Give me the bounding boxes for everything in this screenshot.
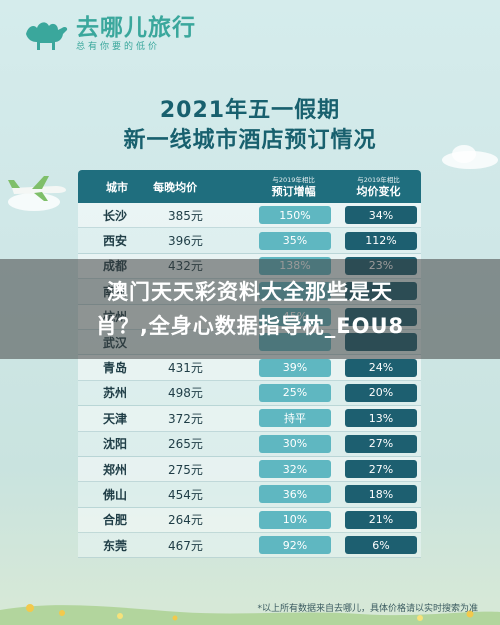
cell-price: 265元 — [168, 437, 203, 452]
cell-booking: 持平 — [259, 409, 331, 428]
cell-price: 275元 — [168, 462, 203, 477]
cell-price: 372元 — [168, 411, 203, 426]
cell-price: 454元 — [168, 487, 203, 502]
table-row: 合肥 264元 10% 21% — [78, 507, 421, 534]
overlay-banner: 澳门天天彩资料大全那些是天 肖？,全身心数据指导枕_EOU8 — [0, 259, 500, 359]
cell-price: 385元 — [168, 208, 203, 223]
cell-city: 长沙 — [103, 208, 128, 223]
cell-avg-change: 27% — [345, 460, 417, 479]
cloud-icon — [442, 145, 498, 169]
cell-city: 西安 — [103, 234, 128, 249]
table-row: 西安 396元 35% 112% — [78, 228, 421, 254]
cell-avg-change: 27% — [345, 434, 417, 453]
table-row: 苏州 498元 25% 20% — [78, 380, 421, 407]
cell-city: 合肥 — [103, 513, 128, 528]
page-title: 2021年五一假期 — [159, 98, 341, 123]
cell-price: 431元 — [168, 361, 203, 376]
table-row: 东莞 467元 92% 6% — [78, 533, 421, 559]
cell-avg-change: 6% — [345, 536, 417, 555]
cell-booking: 35% — [259, 231, 331, 250]
flowers-decoration — [0, 604, 500, 625]
cell-city: 东莞 — [103, 538, 128, 553]
cell-booking: 25% — [259, 383, 331, 402]
cell-price: 498元 — [168, 386, 203, 401]
cell-booking: 36% — [259, 485, 331, 504]
cell-city: 青岛 — [103, 361, 128, 376]
table-header: 城市 每晚均价 与2019年相比 预订增幅 与2019年相比 均价变化 — [78, 170, 421, 203]
table-body: 长沙385元150%34%西安396元35%112%成都432元138%23%南… — [78, 203, 421, 559]
table-row: 郑州 275元 32% 27% — [78, 456, 421, 483]
header-booking-label: 预订增幅 — [271, 184, 316, 198]
cell-booking: 39% — [259, 358, 331, 377]
header-avg-note: 与2019年相比 — [357, 175, 400, 184]
brand-logo: 去哪儿旅行 总有你要的低价 — [22, 14, 196, 54]
header-avg-change: 与2019年相比 均价变化 — [336, 176, 421, 198]
camel-icon — [26, 22, 68, 50]
cell-price: 467元 — [168, 538, 203, 553]
cell-avg-change: 21% — [345, 510, 417, 529]
airplane-icon — [8, 176, 66, 211]
banner-line-1: 澳门天天彩资料大全那些是天 — [107, 280, 393, 304]
cell-city: 沈阳 — [103, 437, 128, 452]
header-avg-change-label: 均价变化 — [356, 184, 401, 198]
cell-avg-change: 24% — [345, 358, 417, 377]
cell-price: 396元 — [168, 234, 203, 249]
table-row: 长沙 385元 150% 34% — [78, 203, 421, 229]
brand-name: 去哪儿旅行 — [76, 15, 196, 41]
cell-booking: 32% — [259, 460, 331, 479]
cell-price: 264元 — [168, 513, 203, 528]
header-booking: 与2019年相比 预订增幅 — [251, 176, 336, 198]
table-row: 沈阳 265元 30% 27% — [78, 431, 421, 457]
cell-avg-change: 13% — [345, 409, 417, 428]
cell-city: 郑州 — [103, 462, 128, 477]
header-avg-price: 每晚均价 — [153, 180, 198, 194]
table-row: 青岛 431元 39% 24% — [78, 355, 421, 381]
header-booking-note: 与2019年相比 — [272, 175, 315, 184]
hotel-booking-table: 城市 每晚均价 与2019年相比 预订增幅 与2019年相比 均价变化 长沙 38… — [78, 170, 421, 559]
cell-city: 佛山 — [103, 487, 128, 502]
header-city: 城市 — [106, 180, 128, 194]
cell-avg-change: 20% — [345, 383, 417, 402]
cell-city: 苏州 — [103, 386, 128, 401]
cell-booking: 30% — [259, 434, 331, 453]
page-subtitle: 新一线城市酒店预订情况 — [123, 128, 377, 153]
banner-line-2: 肖？,全身心数据指导枕_EOU8 — [95, 314, 405, 338]
cell-avg-change: 18% — [345, 485, 417, 504]
table-row: 佛山 454元 36% 18% — [78, 482, 421, 508]
cell-avg-change: 112% — [345, 231, 417, 250]
cell-avg-change: 34% — [345, 206, 417, 225]
cell-booking: 150% — [259, 206, 331, 225]
cell-booking: 10% — [259, 510, 331, 529]
cell-city: 天津 — [103, 411, 128, 426]
table-row: 天津 372元 持平 13% — [78, 406, 421, 432]
cell-booking: 92% — [259, 536, 331, 555]
brand-slogan: 总有你要的低价 — [76, 42, 161, 52]
footnote: *以上所有数据来自去哪儿，具体价格请以实时搜索为准 — [257, 604, 478, 614]
